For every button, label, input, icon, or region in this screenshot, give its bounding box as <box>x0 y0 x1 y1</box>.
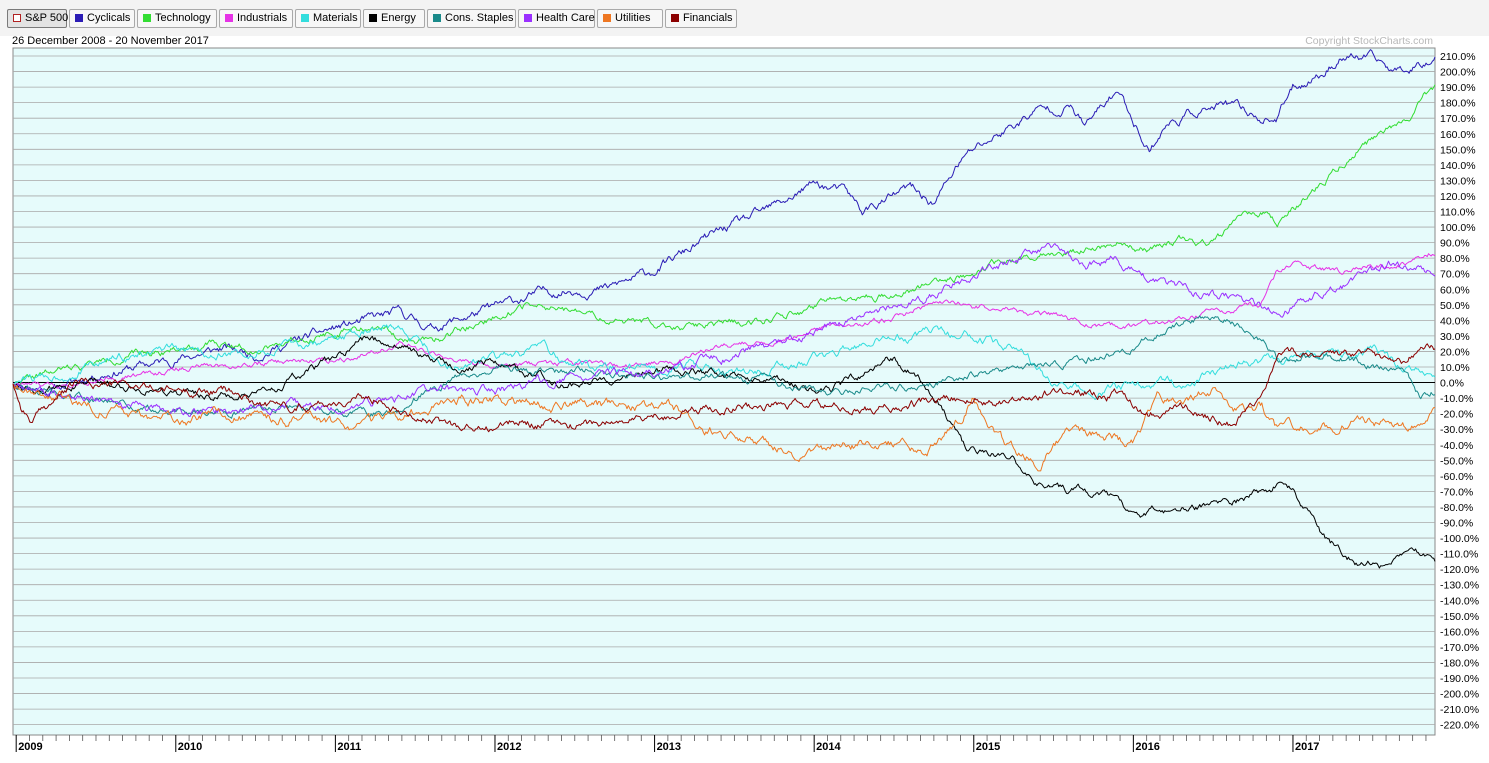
x-tick-label: 2012 <box>497 741 521 753</box>
y-tick-label: 90.0% <box>1440 238 1470 250</box>
legend-button-technology[interactable]: Technology <box>137 9 217 28</box>
y-tick-label: 100.0% <box>1440 222 1476 234</box>
y-tick-label: -140.0% <box>1440 595 1479 607</box>
y-tick-label: 110.0% <box>1440 207 1475 219</box>
legend-button-industrials[interactable]: Industrials <box>219 9 293 28</box>
legend-button-health-care[interactable]: Health Care <box>518 9 595 28</box>
y-tick-label: -10.0% <box>1440 393 1473 405</box>
legend-button-cons-staples[interactable]: Cons. Staples <box>427 9 516 28</box>
legend-label: Cyclicals <box>87 12 131 24</box>
x-tick-label: 2015 <box>976 741 1000 753</box>
series-line-technology <box>12 84 1436 386</box>
y-tick-label: 200.0% <box>1440 67 1476 79</box>
y-tick-label: 120.0% <box>1440 191 1476 203</box>
legend-button-energy[interactable]: Energy <box>363 9 425 28</box>
legend-swatch <box>225 14 233 22</box>
y-tick-label: -70.0% <box>1440 486 1473 498</box>
y-tick-label: 80.0% <box>1440 253 1470 265</box>
legend-swatch <box>13 14 21 22</box>
y-tick-label: 0.0% <box>1440 378 1464 390</box>
legend-label: Health Care <box>536 12 595 24</box>
y-tick-label: 190.0% <box>1440 82 1476 94</box>
legend-swatch <box>671 14 679 22</box>
y-tick-label: -20.0% <box>1440 409 1473 421</box>
legend-swatch <box>75 14 83 22</box>
y-tick-label: 180.0% <box>1440 98 1476 110</box>
legend-swatch <box>143 14 151 22</box>
y-tick-label: -90.0% <box>1440 518 1473 530</box>
y-tick-label: 60.0% <box>1440 284 1470 296</box>
legend-button-materials[interactable]: Materials <box>295 9 361 28</box>
series-layer <box>12 49 1436 569</box>
x-axis: 2009 2010 2011 2012 2013 2014 2015 2016 2017 <box>15 735 1427 753</box>
y-tick-label: -40.0% <box>1440 440 1473 452</box>
y-tick-label: -210.0% <box>1440 704 1479 716</box>
x-tick-label: 2011 <box>337 741 361 753</box>
legend-swatch <box>301 14 309 22</box>
y-tick-label: 150.0% <box>1440 144 1476 156</box>
y-tick-label: 160.0% <box>1440 129 1476 141</box>
y-tick-label: -50.0% <box>1440 455 1473 467</box>
legend-swatch <box>603 14 611 22</box>
y-tick-label: 30.0% <box>1440 331 1470 343</box>
legend-label: Technology <box>155 12 211 24</box>
legend-label: S&P 500 <box>25 12 69 24</box>
x-tick-label: 2009 <box>18 741 42 753</box>
legend-label: Financials <box>683 12 733 24</box>
y-tick-label: -180.0% <box>1440 657 1479 669</box>
legend-toolbar: S&P 500 Cyclicals Technology Industrials Mat… <box>0 0 1489 36</box>
legend-swatch <box>433 14 441 22</box>
y-tick-label: 130.0% <box>1440 175 1476 187</box>
x-tick-label: 2016 <box>1135 741 1159 753</box>
legend-label: Industrials <box>237 12 288 24</box>
legend-label: Energy <box>381 12 416 24</box>
y-tick-label: 50.0% <box>1440 300 1470 312</box>
y-tick-label: -80.0% <box>1440 502 1473 514</box>
legend-swatch <box>369 14 377 22</box>
y-tick-label: 10.0% <box>1440 362 1470 374</box>
y-tick-label: -120.0% <box>1440 564 1479 576</box>
plot-background <box>12 47 1436 736</box>
y-tick-label: -150.0% <box>1440 611 1479 623</box>
y-tick-label: -160.0% <box>1440 626 1479 638</box>
legend-button-s-p-500[interactable]: S&P 500 <box>7 9 69 28</box>
y-tick-label: 70.0% <box>1440 269 1470 281</box>
legend-label: Utilities <box>615 12 651 24</box>
x-tick-label: 2017 <box>1295 741 1319 753</box>
y-tick-label: 20.0% <box>1440 346 1470 358</box>
y-tick-label: -130.0% <box>1440 580 1479 592</box>
y-tick-label: -220.0% <box>1440 720 1479 732</box>
watermark: Copyright StockCharts.com <box>1305 35 1433 47</box>
series-line-cons-staples <box>12 315 1436 419</box>
y-tick-label: -60.0% <box>1440 471 1473 483</box>
y-tick-label: -110.0% <box>1440 549 1478 561</box>
y-axis: 210.0% 200.0% 190.0% 180.0% 170.0% 160.0% 150.… <box>1440 51 1479 732</box>
series-line-health-care <box>12 242 1436 417</box>
x-tick-label: 2014 <box>816 741 841 753</box>
legend-swatch <box>524 14 532 22</box>
legend-label: Materials <box>313 12 358 24</box>
series-line-industrials <box>12 253 1436 389</box>
legend-button-financials[interactable]: Financials <box>665 9 737 28</box>
y-tick-label: -170.0% <box>1440 642 1479 654</box>
y-tick-label: 210.0% <box>1440 51 1476 63</box>
legend-button-utilities[interactable]: Utilities <box>597 9 663 28</box>
y-tick-label: -100.0% <box>1440 533 1479 545</box>
chart-subtitle: 26 December 2008 - 20 November 2017 <box>12 35 209 47</box>
series-line-financials <box>12 343 1436 433</box>
series-line-cyclicals <box>12 49 1436 397</box>
series-line-energy <box>12 335 1436 569</box>
y-tick-label: 170.0% <box>1440 113 1476 125</box>
x-tick-label: 2013 <box>657 741 681 753</box>
series-line-utilities <box>12 383 1435 472</box>
legend-label: Cons. Staples <box>445 12 514 24</box>
y-tick-label: 140.0% <box>1440 160 1476 172</box>
y-tick-label: -200.0% <box>1440 689 1479 701</box>
legend-button-cyclicals[interactable]: Cyclicals <box>69 9 135 28</box>
y-tick-label: 40.0% <box>1440 315 1470 327</box>
x-tick-label: 2010 <box>178 741 202 753</box>
y-tick-label: -190.0% <box>1440 673 1479 685</box>
y-tick-label: -30.0% <box>1440 424 1473 436</box>
